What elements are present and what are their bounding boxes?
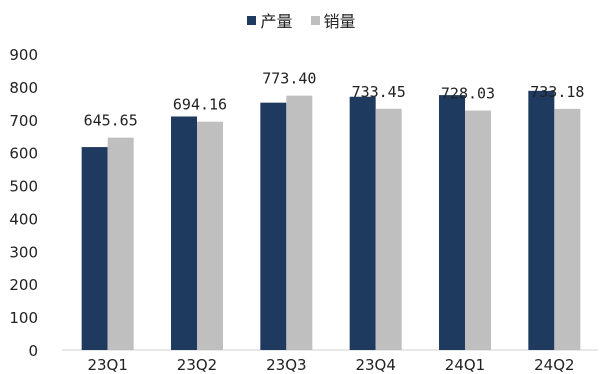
legend-item-series-2: 销量 <box>310 8 356 32</box>
legend-swatch-series-1 <box>247 15 257 25</box>
x-tick-label: 23Q2 <box>177 356 217 374</box>
chart-legend: 产量 销量 <box>0 8 603 32</box>
x-tick-label: 23Q3 <box>266 356 306 374</box>
bar-series-1 <box>260 102 287 350</box>
bar-series-1 <box>528 90 555 350</box>
legend-label-series-2: 销量 <box>323 12 356 31</box>
bar-series-1 <box>81 147 108 350</box>
data-label: 733.45 <box>352 83 406 101</box>
y-tick-label: 900 <box>9 46 38 64</box>
x-tick-label: 23Q1 <box>87 356 127 374</box>
bar-series-2 <box>286 95 313 351</box>
data-label: 733.18 <box>530 83 584 101</box>
x-tick-label: 24Q2 <box>534 356 574 374</box>
y-tick-label: 400 <box>9 210 38 228</box>
bar-series-1 <box>439 95 465 350</box>
y-tick-label: 800 <box>9 79 38 97</box>
bar-series-2 <box>375 108 402 350</box>
bar-series-1 <box>171 116 197 350</box>
y-tick-label: 600 <box>9 145 38 163</box>
y-tick-label: 0 <box>28 342 38 360</box>
x-tick-label: 23Q4 <box>355 356 395 374</box>
bar-series-2 <box>465 110 491 350</box>
data-label: 694.16 <box>173 96 227 114</box>
y-tick-label: 200 <box>9 276 38 294</box>
y-tick-label: 700 <box>9 112 38 130</box>
bar-series-2 <box>197 121 223 350</box>
legend-item-series-1: 产量 <box>247 8 293 32</box>
bar-series-2 <box>107 137 134 350</box>
legend-label-series-1: 产量 <box>260 12 293 31</box>
x-tick-label: 24Q1 <box>445 356 485 374</box>
bar-series-2 <box>554 108 581 351</box>
data-label: 645.65 <box>84 112 138 130</box>
data-label: 773.40 <box>262 70 316 88</box>
bar-series-1 <box>349 96 376 350</box>
legend-swatch-series-2 <box>310 15 320 25</box>
data-label: 728.03 <box>441 85 495 103</box>
y-tick-label: 300 <box>9 243 38 261</box>
y-tick-label: 100 <box>9 309 38 327</box>
y-tick-label: 500 <box>9 178 38 196</box>
